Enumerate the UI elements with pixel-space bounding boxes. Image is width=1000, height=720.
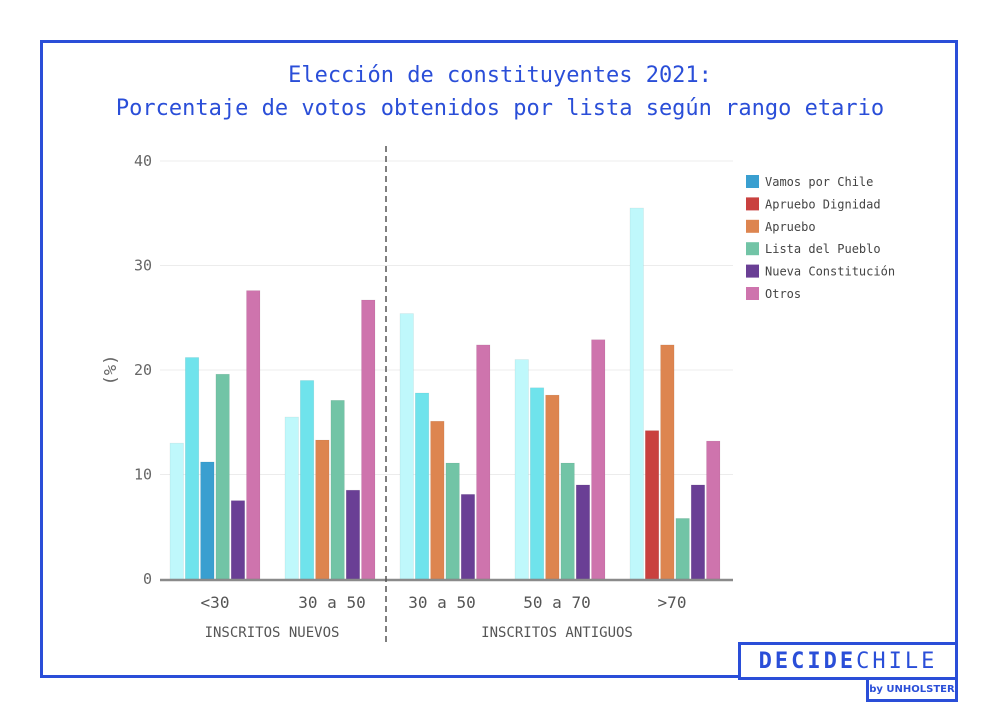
group-label: INSCRITOS NUEVOS — [205, 625, 340, 641]
bar — [315, 439, 330, 580]
bar — [284, 416, 299, 580]
bar — [476, 344, 491, 580]
x-tick-label: 30 a 50 — [298, 593, 365, 612]
brand-logo: DECIDE CHILE — [738, 642, 958, 680]
x-tick-label: 50 a 70 — [523, 593, 590, 612]
legend-swatch — [746, 264, 759, 278]
legend-swatch — [746, 197, 759, 211]
legend-label: Lista del Pueblo — [765, 242, 881, 256]
bar — [529, 387, 545, 580]
y-tick-label: 40 — [134, 152, 152, 170]
bar — [330, 400, 345, 580]
bar — [215, 373, 230, 580]
bar — [660, 344, 675, 580]
bar — [246, 290, 261, 580]
bar — [230, 500, 245, 580]
legend-swatch — [746, 287, 759, 300]
bar — [200, 461, 215, 580]
y-tick-label: 30 — [134, 257, 152, 275]
bar — [690, 484, 706, 580]
bar — [675, 518, 690, 580]
bar — [430, 420, 445, 580]
brand-light-text: CHILE — [856, 648, 938, 674]
brand-byline: by UNHOLSTER — [866, 680, 958, 702]
legend-label: Nueva Constitución — [765, 265, 895, 279]
bar — [345, 489, 361, 580]
bar — [185, 357, 200, 580]
bar — [706, 440, 721, 580]
y-tick-label: 10 — [134, 466, 152, 484]
brand-bold-text: DECIDE — [758, 648, 857, 674]
bar — [361, 299, 376, 580]
x-tick-label: 30 a 50 — [408, 593, 475, 612]
legend-swatch — [746, 219, 759, 233]
y-axis-label: (%) — [101, 355, 121, 386]
legend-label: Apruebo Dignidad — [765, 197, 881, 211]
bar — [414, 392, 430, 580]
chart-title-line1: Elección de constituyentes 2021: — [288, 63, 712, 88]
legend-swatch — [746, 175, 759, 188]
bar — [399, 313, 414, 580]
legend-swatch — [746, 242, 759, 256]
chart-frame — [40, 40, 958, 678]
bar — [644, 430, 660, 580]
bar — [169, 442, 184, 580]
group-label: INSCRITOS ANTIGUOS — [481, 625, 633, 641]
bar — [514, 359, 529, 580]
x-tick-label: <30 — [201, 593, 230, 612]
y-tick-label: 0 — [143, 570, 152, 588]
chart-title-line2: Porcentaje de votos obtenidos por lista … — [115, 96, 885, 121]
x-tick-label: >70 — [658, 593, 687, 612]
legend-label: Vamos por Chile — [765, 175, 873, 189]
bar — [629, 207, 644, 580]
y-tick-label: 20 — [134, 361, 152, 379]
bar — [445, 462, 460, 580]
bar — [299, 380, 315, 580]
bar — [575, 484, 591, 580]
legend-label: Otros — [765, 287, 801, 301]
bar — [560, 462, 575, 580]
bar — [460, 494, 476, 580]
bar — [545, 394, 560, 580]
bar — [591, 339, 606, 580]
legend-label: Apruebo — [765, 220, 816, 234]
